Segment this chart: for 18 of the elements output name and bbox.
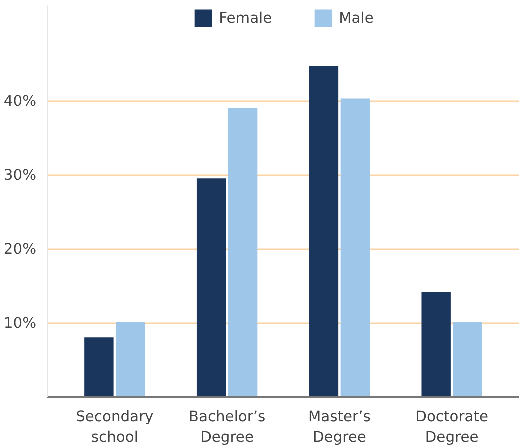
legend-label: Male xyxy=(339,10,374,26)
bar xyxy=(196,178,226,398)
y-tick-label: 30% xyxy=(4,167,37,184)
legend-label: Female xyxy=(219,10,272,26)
x-tick-label: Doctorate Degree xyxy=(416,408,488,446)
bar xyxy=(453,322,482,398)
bar xyxy=(84,338,114,398)
y-tick-label: 20% xyxy=(4,241,37,258)
y-tick-label: 10% xyxy=(4,315,37,332)
bar xyxy=(340,98,370,398)
bar xyxy=(309,66,339,398)
bar xyxy=(228,108,258,398)
y-tick-label: 40% xyxy=(4,93,37,110)
x-tick-label: Master’s Degree xyxy=(308,408,371,446)
x-tick-label: Bachelor’s Degree xyxy=(188,408,266,446)
x-tick-label: Secondary school xyxy=(76,408,154,446)
bar xyxy=(422,292,451,398)
bar xyxy=(116,322,146,398)
